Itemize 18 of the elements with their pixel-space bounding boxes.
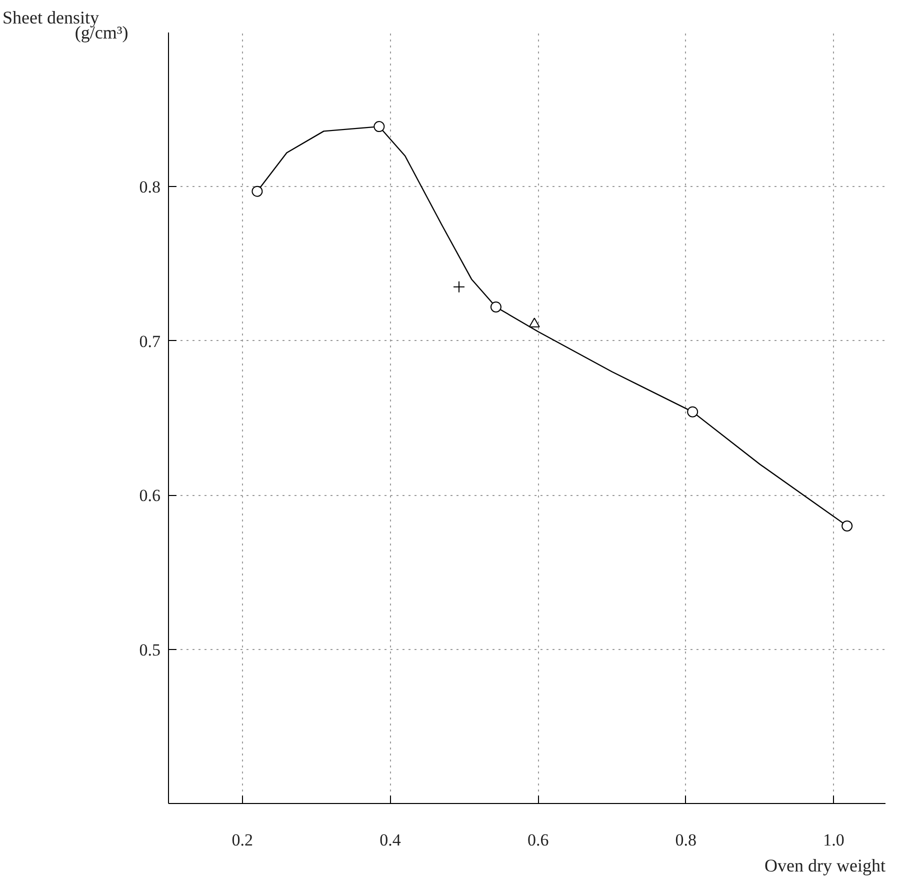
x-tick-label: 1.0 [823, 830, 844, 850]
point [374, 121, 385, 132]
point [252, 186, 263, 197]
point [452, 280, 465, 293]
point [842, 520, 853, 532]
y-tick-label: 0.7 [139, 332, 161, 351]
point [528, 318, 540, 328]
y-tick-label: 0.5 [139, 640, 160, 660]
y-tick-label: 0.6 [139, 486, 160, 506]
y-axis-title: Sheet density [2, 8, 99, 28]
point [490, 301, 502, 312]
x-tick-label: 0.6 [527, 830, 549, 850]
x-axis-title: Oven dry weight [764, 856, 886, 876]
x-tick-label: 0.8 [675, 830, 697, 850]
point [687, 406, 698, 418]
x-tick-label: 0.2 [232, 830, 254, 850]
x-tick-label: 0.4 [380, 830, 402, 850]
y-tick-label: 0.8 [139, 178, 160, 197]
